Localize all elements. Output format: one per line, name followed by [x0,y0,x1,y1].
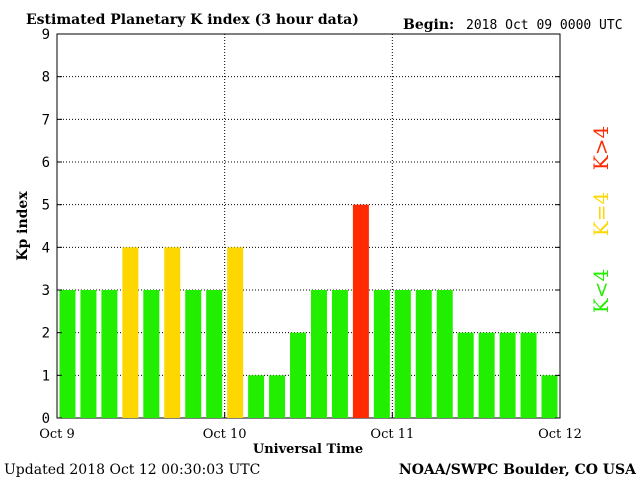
kp-bar [227,247,244,418]
y-tick-label: 3 [42,283,50,299]
y-tick-label: 5 [42,198,50,214]
kp-bar [478,332,495,418]
source-credit: NOAA/SWPC Boulder, CO USA [399,462,637,478]
x-tick-label: Oct 12 [538,427,582,442]
kp-bar [541,375,558,418]
x-tick-label: Oct 11 [370,427,414,442]
y-tick-label: 6 [42,155,50,171]
kp-bar [290,332,307,418]
y-tick-label: 9 [42,27,50,43]
kp-bar [59,290,76,418]
y-tick-label: 2 [42,326,50,342]
kp-bar [331,290,348,418]
y-axis-label: Kp index [15,191,31,261]
x-tick-label: Oct 9 [39,427,75,442]
kp-bar [269,375,286,418]
bar-series [59,204,558,418]
kp-bar [415,290,432,418]
kp-bar [352,204,369,418]
kp-bar [520,332,537,418]
kp-bar [122,247,139,418]
grid-lines [57,34,560,418]
y-tick-label: 4 [42,240,50,256]
kp-bar [101,290,118,418]
kp-bar [499,332,516,418]
kp-bar [436,290,453,418]
x-axis-label: Universal Time [253,442,363,457]
y-tick-label: 8 [42,70,50,86]
kp-bar [457,332,474,418]
kp-bar [164,247,181,418]
kp-bar [310,290,327,418]
updated-timestamp: Updated 2018 Oct 12 00:30:03 UTC [4,462,260,478]
begin-value: 2018 Oct 09 0000 UTC [466,18,623,33]
kp-bar [373,290,390,418]
y-tick-label: 1 [42,368,50,384]
kp-bar [206,290,223,418]
legend-equal4: K=4 [589,192,613,236]
kp-bar [143,290,160,418]
y-tick-label: 7 [42,112,50,128]
y-tick-labels: 0 1 2 3 4 5 6 7 8 9 [42,27,560,427]
plot-frame [56,33,561,419]
legend-below4: K<4 [589,269,613,313]
x-tick-label: Oct 10 [203,427,247,442]
kp-bar [248,375,265,418]
kp-bar [80,290,97,418]
y-tick-label: 0 [42,411,50,427]
chart-title: Estimated Planetary K index (3 hour data… [26,12,359,28]
x-tick-labels: Oct 9 Oct 10 Oct 11 Oct 12 [39,412,582,442]
begin-label: Begin: [403,17,454,33]
kp-bar [185,290,202,418]
kp-bar [394,290,411,418]
legend-above4: K>4 [589,126,613,170]
